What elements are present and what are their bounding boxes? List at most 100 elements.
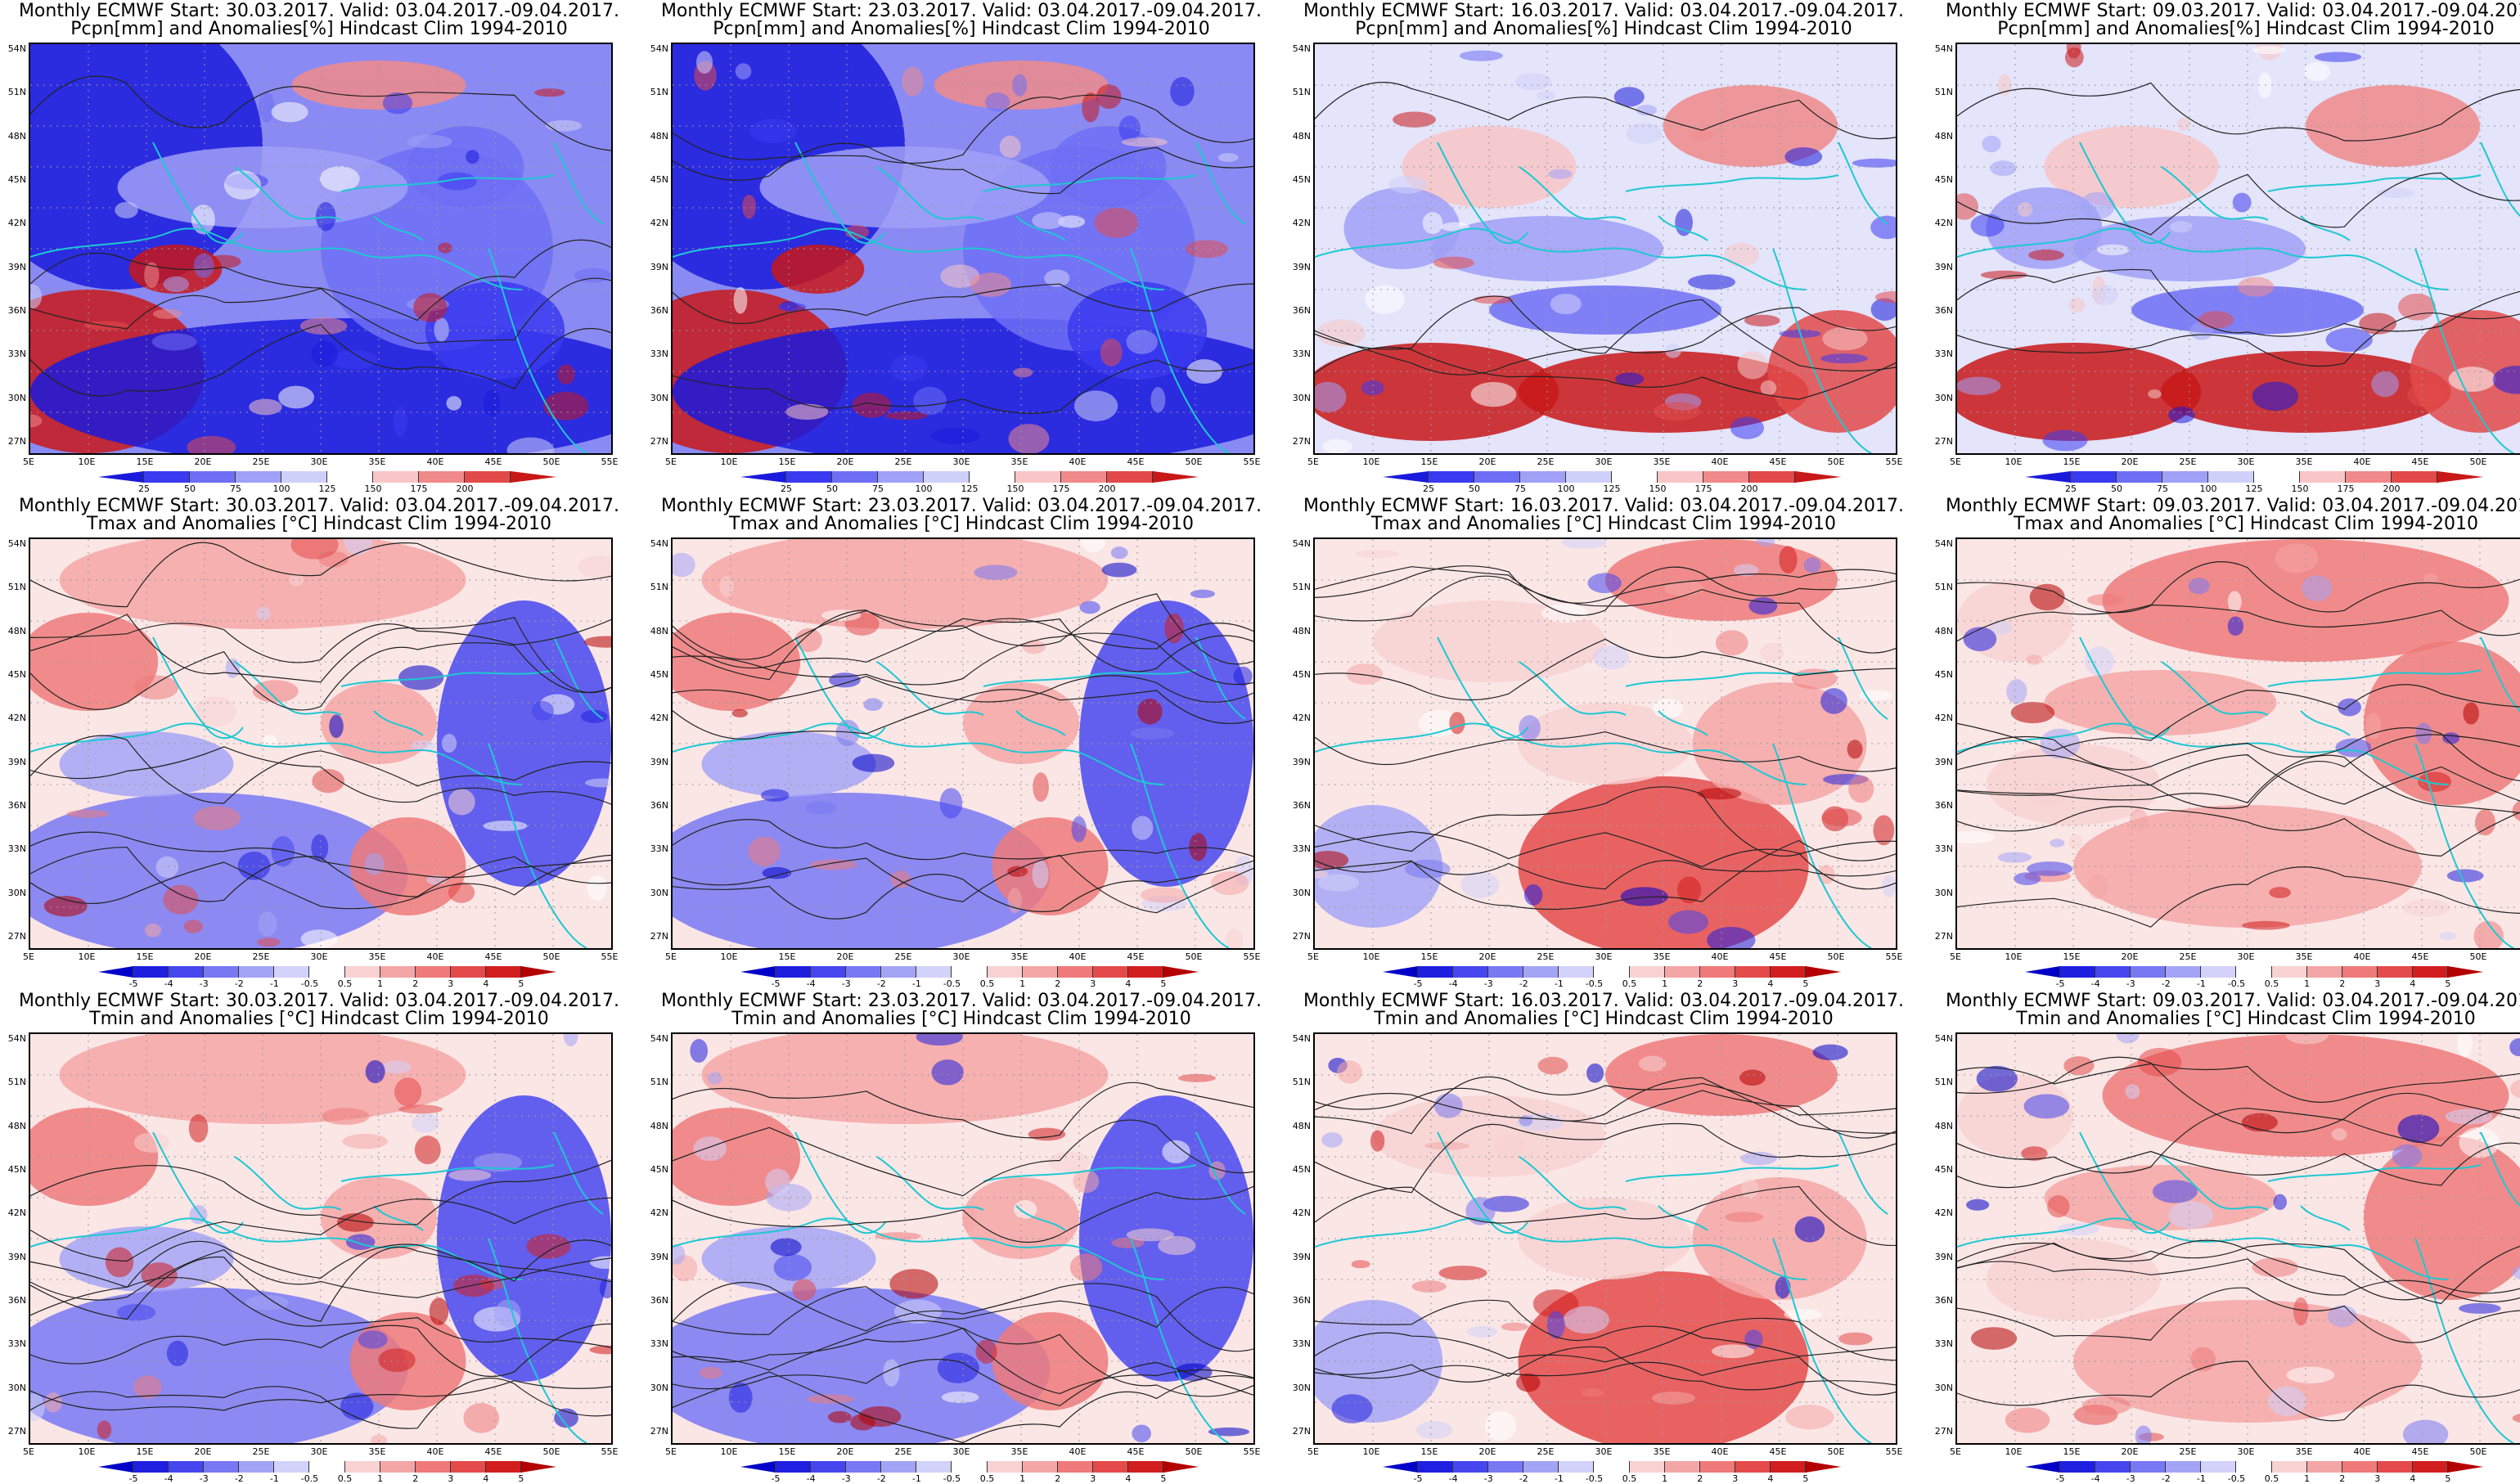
- longitude-label: 55E: [1235, 951, 1268, 962]
- colorbar-swatch: [309, 1461, 344, 1473]
- anomaly-speckle: [312, 341, 338, 367]
- latitude-label: 39N: [2, 1252, 26, 1262]
- colorbar-swatch: [2346, 471, 2392, 483]
- anomaly-speckle: [259, 92, 274, 123]
- forecast-panel: Monthly ECMWF Start: 09.03.2017. Valid: …: [1927, 0, 2520, 491]
- anomaly-speckle: [1690, 129, 1713, 141]
- colorbar-tick-label: 200: [448, 483, 481, 494]
- colorbar-tick-label: 150: [999, 483, 1032, 494]
- longitude-label: 45E: [477, 1446, 510, 1457]
- longitude-label: 40E: [1703, 456, 1736, 467]
- colorbar-swatch: [345, 1461, 380, 1473]
- colorbar-swatch: [521, 966, 556, 978]
- colorbar-swatch: [1735, 966, 1771, 978]
- anomaly-speckle: [792, 1279, 816, 1301]
- forecast-panel: Monthly ECMWF Start: 16.03.2017. Valid: …: [1285, 0, 1923, 491]
- colorbar-tick-label: 125: [1595, 483, 1628, 494]
- latitude-label: 54N: [1928, 538, 1953, 549]
- latitude-label: 45N: [1286, 669, 1311, 680]
- colorbar-tick-label: 2: [399, 1473, 432, 1484]
- colorbar-tick-label: 4: [2396, 1473, 2429, 1484]
- colorbar-tick-label: 5: [505, 978, 538, 989]
- anomaly-speckle: [1726, 1212, 1763, 1222]
- anomaly-speckle: [495, 1299, 521, 1327]
- longitude-label: 55E: [1878, 951, 1910, 962]
- longitude-label: 10E: [713, 1446, 745, 1457]
- latitude-label: 51N: [644, 1077, 668, 1087]
- longitude-label: 50E: [1820, 951, 1852, 962]
- longitude-label: 5E: [655, 951, 687, 962]
- colorbar-swatch: [274, 1461, 309, 1473]
- anomaly-speckle: [1337, 1060, 1362, 1083]
- longitude-label: 20E: [187, 456, 219, 467]
- colorbar-tick-label: 125: [311, 483, 344, 494]
- longitude-label: 45E: [1119, 1446, 1152, 1457]
- colorbar-swatch: [1594, 1461, 1629, 1473]
- longitude-label: 15E: [1413, 1446, 1446, 1457]
- colorbar-tick-label: -4: [2079, 978, 2112, 989]
- latitude-label: 27N: [1286, 931, 1311, 942]
- anomaly-speckle: [2392, 1144, 2422, 1167]
- anomaly-speckle: [1990, 160, 2016, 176]
- colorbar-swatch: [1700, 966, 1735, 978]
- colorbar-swatch: [2413, 966, 2448, 978]
- colorbar-swatch: [1795, 471, 1841, 483]
- latitude-label: 33N: [2, 349, 26, 359]
- longitude-label: 30E: [2230, 456, 2262, 467]
- colorbar-swatch: [204, 966, 239, 978]
- colorbar-tick-label: -3: [2114, 1473, 2147, 1484]
- longitude-label: 5E: [12, 1446, 45, 1457]
- latitude-label: 51N: [1286, 87, 1311, 97]
- latitude-label: 54N: [644, 43, 668, 54]
- latitude-label: 36N: [644, 305, 668, 316]
- colorbar-swatch: [373, 471, 419, 483]
- colorbar-tick-label: 75: [1504, 483, 1537, 494]
- anomaly-speckle: [1537, 91, 1555, 100]
- anomaly-speckle: [2126, 1084, 2140, 1099]
- anomaly-speckle: [1471, 382, 1517, 407]
- anomaly-speckle: [1096, 84, 1122, 109]
- latitude-label: 48N: [1286, 626, 1311, 636]
- anomaly-speckle: [1405, 860, 1451, 879]
- colorbar-tick-label: 4: [470, 1473, 502, 1484]
- colorbar-tick-label: 1: [364, 1473, 397, 1484]
- colorbar: [740, 1461, 1199, 1473]
- colorbar-tick-label: 25: [770, 483, 803, 494]
- longitude-label: 50E: [2462, 951, 2495, 962]
- latitude-label: 51N: [2, 1077, 26, 1087]
- anomaly-speckle: [2026, 654, 2042, 664]
- longitude-label: 5E: [12, 951, 45, 962]
- colorbar-swatch: [2131, 966, 2166, 978]
- panel-subtitle: Tmin and Anomalies [°C] Hindcast Clim 19…: [1285, 1010, 1923, 1029]
- longitude-label: 5E: [1297, 951, 1330, 962]
- anomaly-speckle: [1073, 1170, 1099, 1193]
- colorbar: [98, 1461, 556, 1473]
- anomaly-speckle: [700, 1367, 722, 1379]
- latitude-label: 42N: [1286, 1207, 1311, 1218]
- anomaly-speckle: [736, 63, 751, 79]
- anomaly-speckle: [2326, 328, 2373, 352]
- colorbar-tick-label: -5: [1402, 1473, 1434, 1484]
- colorbar-swatch: [1630, 1461, 1665, 1473]
- longitude-label: 15E: [771, 456, 803, 467]
- latitude-label: 30N: [644, 888, 668, 898]
- colorbar-tick-label: -2: [865, 1473, 898, 1484]
- anomaly-speckle: [2011, 702, 2054, 723]
- anomaly-speckle: [2068, 834, 2082, 850]
- longitude-label: 35E: [1645, 951, 1678, 962]
- anomaly-speckle: [1332, 1394, 1373, 1423]
- latitude-label: 45N: [1928, 174, 1953, 185]
- colorbar-swatch: [2166, 1461, 2201, 1473]
- anomaly-speckle: [885, 411, 927, 420]
- anomaly-speckle: [193, 806, 240, 830]
- anomaly-speckle: [890, 870, 911, 888]
- colorbar-tick-label: 150: [357, 483, 389, 494]
- anomaly-speckle: [2475, 809, 2495, 835]
- anomaly-speckle: [106, 1247, 133, 1277]
- colorbar-tick-label: 175: [1687, 483, 1720, 494]
- colorbar-tick-label: 75: [219, 483, 252, 494]
- latitude-label: 42N: [2, 1207, 26, 1218]
- longitude-label: 35E: [1645, 1446, 1678, 1457]
- anomaly-speckle: [974, 564, 1017, 579]
- anomaly-speckle: [1741, 1180, 1758, 1198]
